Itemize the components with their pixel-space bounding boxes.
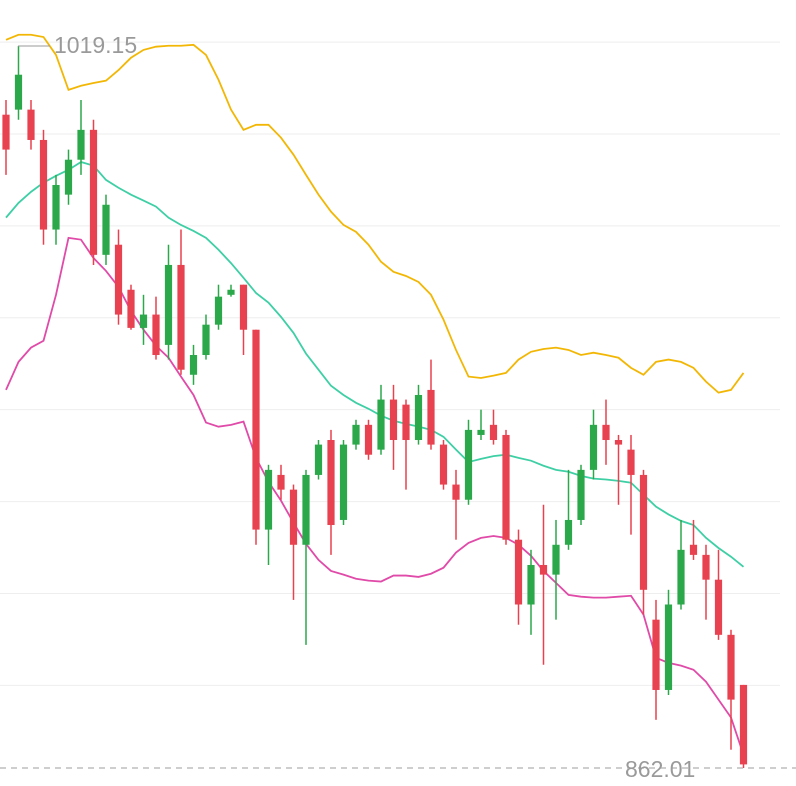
candle-body [102, 204, 110, 255]
candle-body [177, 264, 185, 370]
candle-body [114, 244, 123, 315]
low-label: 862.01 [625, 756, 695, 782]
candle-body [414, 394, 423, 441]
candle-body [489, 424, 498, 441]
candle-body [527, 564, 535, 605]
candle-body [127, 289, 135, 328]
candle-body [314, 444, 323, 475]
candle-body [227, 289, 235, 295]
candle-body [477, 429, 485, 435]
candle-body [602, 424, 610, 441]
candle-body [739, 684, 748, 765]
candle-body [27, 109, 35, 140]
candle-body [302, 474, 310, 545]
candle-body [689, 544, 698, 555]
candle-body [427, 389, 435, 445]
candle-body [552, 544, 560, 575]
candle-body [714, 579, 723, 635]
candle-body [52, 184, 60, 230]
candle-body [277, 474, 285, 490]
candle-body [577, 469, 585, 520]
candle-body [327, 440, 335, 526]
candle-body [514, 539, 523, 605]
candle-body [464, 429, 473, 500]
candle-body [389, 399, 398, 441]
candle-body [152, 314, 160, 356]
candle-body [289, 489, 298, 545]
high-label: 1019.15 [54, 32, 137, 58]
candle-body [14, 74, 23, 110]
candle-body [364, 424, 373, 455]
candle-body [652, 619, 660, 690]
candle-body [452, 484, 460, 500]
candle-body [77, 129, 85, 160]
candle-body [539, 564, 548, 575]
candle-body [614, 440, 623, 445]
candle-body [239, 284, 248, 330]
candle-body [202, 324, 210, 356]
candle-body [439, 444, 448, 485]
candle-body [214, 296, 223, 325]
candle-body [139, 314, 148, 328]
candle-body [352, 424, 360, 445]
candle-body [564, 519, 573, 545]
candle-body [39, 139, 48, 230]
band-line [5, 161, 745, 568]
candle-body [589, 424, 598, 470]
candle-body [164, 264, 173, 345]
candle-body [339, 444, 348, 520]
band-line [5, 236, 745, 756]
band-line [5, 33, 745, 394]
candle-body [727, 634, 735, 700]
candle-body [639, 474, 648, 590]
candle-body [627, 449, 635, 475]
candle-body [402, 404, 410, 441]
candle-body [677, 549, 685, 605]
candle-body [89, 129, 98, 255]
candle-body [252, 329, 260, 530]
candle-body [377, 399, 385, 450]
candle-body [664, 604, 673, 690]
candle-body [64, 159, 73, 195]
candle-body [189, 355, 198, 375]
candle-body [2, 114, 10, 150]
candle-body [702, 554, 710, 580]
candle-body [502, 434, 510, 540]
candle-body [264, 469, 273, 530]
